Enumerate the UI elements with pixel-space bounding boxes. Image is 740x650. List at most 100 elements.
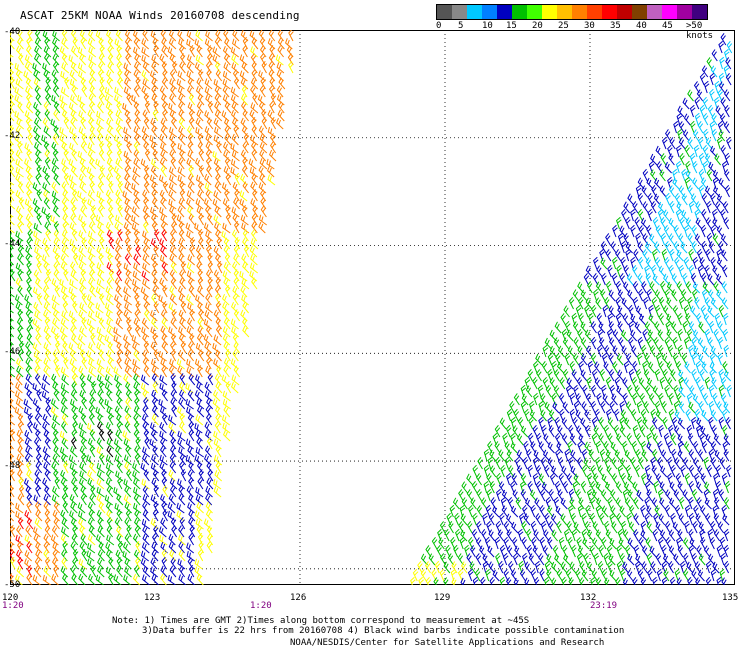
- wind-barb: [169, 174, 178, 186]
- wind-barb: [116, 493, 124, 506]
- wind-barb: [80, 493, 87, 506]
- wind-barb: [124, 165, 131, 178]
- wind-barb: [80, 485, 88, 498]
- wind-barb: [36, 292, 43, 306]
- wind-barb: [70, 94, 78, 106]
- legend-swatch: [662, 5, 677, 19]
- wind-barb: [50, 326, 59, 338]
- wind-barb: [143, 365, 151, 378]
- wind-barb: [683, 377, 691, 390]
- wind-barb: [683, 304, 690, 318]
- wind-barb: [673, 489, 681, 502]
- wind-barb: [468, 504, 474, 518]
- wind-barb: [106, 438, 115, 450]
- wind-barb: [682, 97, 690, 110]
- wind-barb: [610, 489, 617, 502]
- wind-barb: [185, 382, 194, 394]
- wind-barb: [239, 54, 248, 66]
- wind-barb: [177, 86, 186, 98]
- wind-barb: [685, 408, 691, 422]
- wind-barb: [206, 165, 213, 178]
- wind-barb: [674, 256, 680, 270]
- wind-barb: [26, 260, 32, 274]
- wind-barb: [15, 382, 23, 394]
- wind-barb: [88, 277, 96, 290]
- wind-barb: [504, 441, 511, 454]
- wind-barb: [105, 477, 114, 490]
- wind-barb: [454, 512, 460, 526]
- wind-barb: [223, 365, 230, 378]
- wind-barb: [61, 374, 70, 386]
- wind-barb: [96, 486, 105, 498]
- wind-barb: [97, 61, 105, 74]
- wind-barb: [124, 77, 132, 90]
- wind-barb: [151, 573, 159, 585]
- wind-barb: [718, 304, 725, 318]
- wind-barb: [124, 197, 132, 210]
- wind-barb: [43, 326, 52, 338]
- wind-barb: [123, 342, 132, 354]
- wind-barb: [77, 342, 86, 354]
- wind-barb: [79, 101, 87, 114]
- wind-barb: [662, 305, 670, 318]
- wind-barb: [10, 368, 16, 378]
- wind-barb: [43, 541, 50, 554]
- wind-barb: [34, 246, 43, 258]
- lon-label: 126: [290, 593, 307, 603]
- wind-barb: [412, 568, 419, 582]
- wind-barb: [204, 445, 212, 458]
- wind-barb: [89, 389, 96, 402]
- wind-barb: [669, 576, 676, 585]
- wind-barb: [18, 484, 25, 498]
- wind-barb: [35, 453, 43, 466]
- wind-barb: [690, 193, 698, 206]
- wind-barb: [277, 30, 285, 42]
- wind-barb: [715, 464, 722, 478]
- wind-barb: [142, 494, 151, 506]
- wind-barb: [577, 440, 583, 454]
- wind-barb: [177, 30, 185, 42]
- wind-barb: [691, 336, 697, 350]
- wind-barb: [61, 229, 70, 242]
- wind-barb: [162, 108, 168, 122]
- wind-barb: [621, 297, 629, 310]
- wind-barb: [204, 86, 213, 98]
- wind-barb: [222, 422, 231, 434]
- wind-barb: [589, 496, 596, 510]
- wind-barb: [134, 109, 141, 122]
- wind-barb: [143, 173, 150, 186]
- wind-barb: [689, 385, 696, 398]
- wind-barb: [287, 53, 294, 66]
- wind-barb: [604, 520, 610, 534]
- wind-barb: [571, 312, 578, 326]
- wind-barb: [116, 101, 122, 114]
- wind-barb: [198, 469, 205, 482]
- wind-barb: [186, 294, 194, 306]
- wind-barb: [197, 548, 204, 562]
- wind-barb: [231, 374, 240, 386]
- wind-barb: [61, 310, 70, 322]
- wind-barb: [61, 181, 69, 194]
- legend-label: 0: [436, 21, 442, 31]
- wind-barb: [692, 440, 699, 454]
- wind-barb: [17, 245, 24, 258]
- wind-barb: [97, 68, 104, 82]
- wind-barb: [213, 78, 222, 90]
- wind-barb: [10, 224, 15, 234]
- wind-barb: [179, 453, 187, 466]
- wind-barb: [658, 265, 666, 278]
- wind-barb: [187, 254, 196, 266]
- wind-barb: [169, 93, 176, 106]
- wind-barb: [240, 117, 248, 130]
- wind-barb: [598, 417, 605, 430]
- wind-barb: [630, 313, 638, 326]
- wind-barb: [267, 174, 276, 186]
- wind-barb: [179, 53, 187, 66]
- wind-barb: [697, 569, 705, 582]
- wind-barb: [123, 309, 131, 322]
- wind-barb: [702, 96, 709, 110]
- wind-barb: [431, 536, 438, 550]
- wind-barb: [10, 428, 16, 442]
- wind-barb: [44, 85, 52, 98]
- legend-label: 40: [636, 21, 647, 31]
